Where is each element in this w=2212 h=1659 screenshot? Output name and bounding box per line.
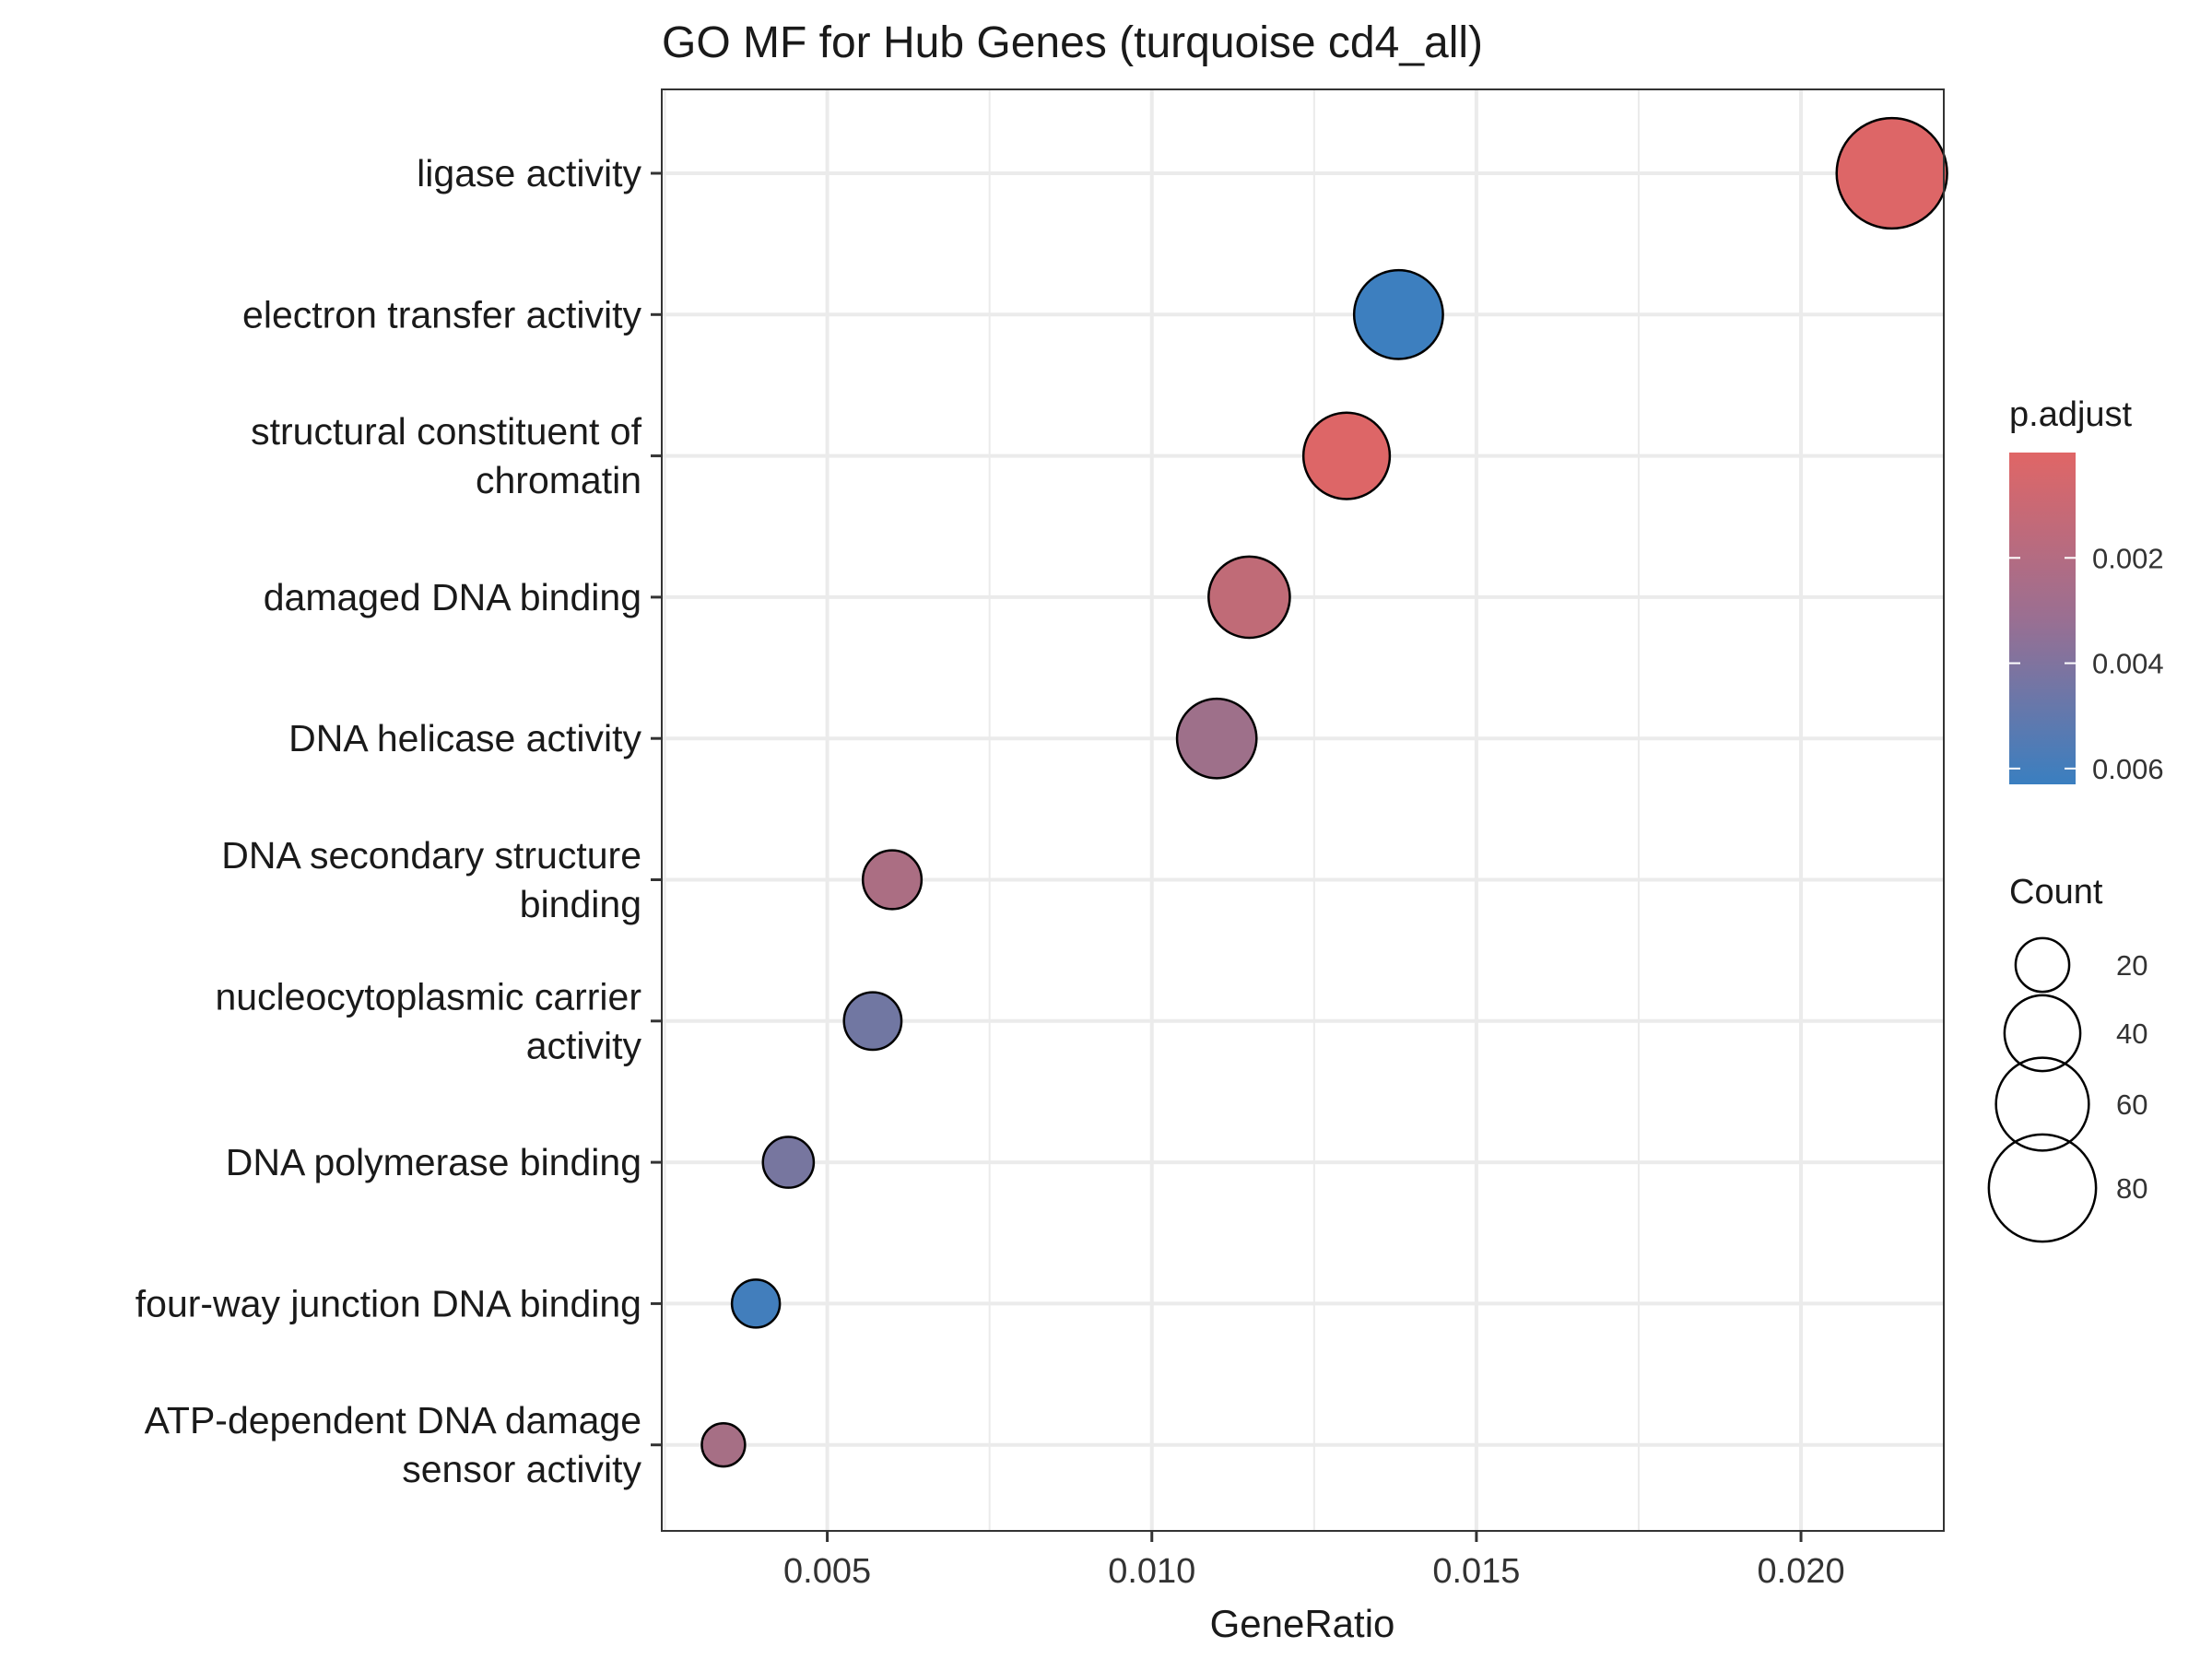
- data-point-9: [700, 1422, 747, 1468]
- color-legend: p.adjust 0.002 0.004 0.006: [2009, 395, 2164, 785]
- size-legend-circle-0: [2014, 936, 2071, 994]
- data-point-1: [1352, 268, 1444, 360]
- chart-title: GO MF for Hub Genes (turquoise cd4_all): [662, 18, 1483, 67]
- color-legend-label-0: 0.002: [2092, 542, 2164, 574]
- y-tick-label-4: DNA helicase activity: [288, 717, 641, 759]
- size-legend-label-0: 20: [2116, 949, 2147, 982]
- size-legend-label-2: 60: [2116, 1088, 2147, 1121]
- data-points: [700, 116, 1948, 1468]
- x-axis-ticks: 0.005 0.010 0.015 0.020: [783, 1531, 1845, 1591]
- color-legend-title: p.adjust: [2009, 395, 2133, 434]
- y-tick-label-9: ATP-dependent DNA damage sensor activity: [145, 1399, 642, 1490]
- y-axis-ticks: [651, 171, 662, 1447]
- y-tick-label-1: electron transfer activity: [242, 293, 641, 335]
- size-legend: Count 20 40 60 80: [1987, 873, 2147, 1243]
- y-tick-label-3: damaged DNA binding: [264, 576, 641, 618]
- data-point-2: [1301, 411, 1392, 500]
- x-axis-title: GeneRatio: [1210, 1602, 1395, 1645]
- x-tick-label-1: 0.010: [1108, 1552, 1195, 1591]
- data-point-0: [1835, 116, 1948, 230]
- color-legend-bar: [2009, 453, 2076, 784]
- x-tick-label-3: 0.020: [1758, 1552, 1845, 1591]
- data-point-5: [861, 849, 924, 911]
- y-tick-label-8: four-way junction DNA binding: [135, 1282, 641, 1324]
- size-legend-circle-2: [1994, 1056, 2090, 1152]
- size-legend-label-3: 80: [2116, 1172, 2147, 1205]
- x-tick-label-2: 0.015: [1432, 1552, 1520, 1591]
- data-point-8: [730, 1278, 782, 1329]
- size-legend-items: 20 40 60 80: [1987, 936, 2147, 1243]
- size-legend-circle-3: [1987, 1133, 2098, 1243]
- y-tick-label-2: structural constituent of chromatin: [251, 410, 641, 501]
- data-point-4: [1175, 697, 1258, 780]
- size-legend-circle-1: [2003, 994, 2082, 1073]
- y-tick-label-0: ligase activity: [417, 152, 641, 194]
- color-legend-label-1: 0.004: [2092, 648, 2164, 680]
- x-tick-label-0: 0.005: [783, 1552, 871, 1591]
- y-tick-label-6: nucleocytoplasmic carrier activity: [215, 975, 641, 1066]
- plot-panel-border: [661, 88, 1945, 1532]
- color-legend-ticks: 0.002 0.004 0.006: [2009, 542, 2164, 785]
- size-legend-label-1: 40: [2116, 1018, 2147, 1050]
- color-legend-label-2: 0.006: [2092, 753, 2164, 785]
- grid-lines: [662, 89, 1944, 1531]
- data-point-6: [842, 991, 903, 1052]
- size-legend-title: Count: [2009, 873, 2103, 912]
- y-axis-labels: ligase activity electron transfer activit…: [135, 152, 642, 1490]
- y-tick-label-7: DNA polymerase binding: [226, 1141, 641, 1183]
- y-tick-label-5: DNA secondary structure binding: [221, 834, 641, 925]
- data-point-7: [761, 1135, 816, 1189]
- data-point-3: [1207, 555, 1291, 640]
